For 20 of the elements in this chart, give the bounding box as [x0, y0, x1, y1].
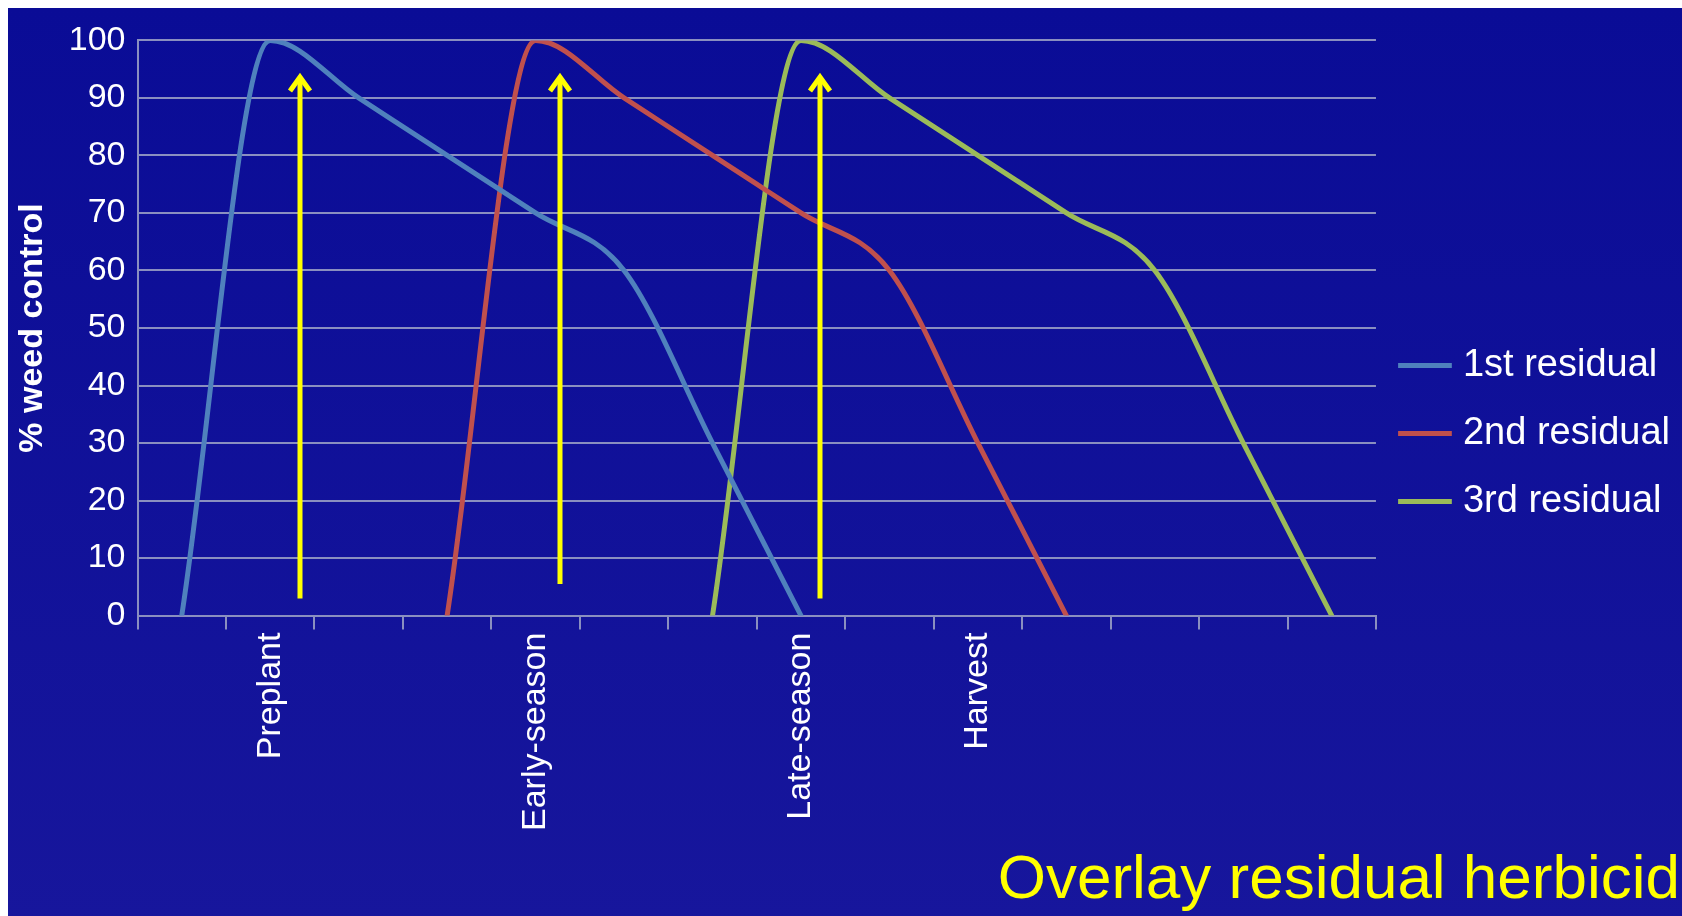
x-tick-label: Preplant	[248, 632, 287, 760]
y-tick-label: 100	[68, 18, 126, 57]
y-tick-label: 80	[87, 133, 126, 172]
y-tick-label: 70	[87, 191, 126, 230]
y-tick-label: 60	[87, 248, 126, 287]
x-tick-label: Early-season	[513, 632, 552, 831]
y-tick-label: 90	[87, 76, 126, 115]
legend-label: 3rd residual	[1462, 477, 1662, 520]
y-tick-label: 10	[87, 536, 126, 575]
legend-label: 2nd residual	[1462, 409, 1671, 452]
x-tick-label: Harvest	[956, 632, 995, 750]
text: Overlay residual herbicid	[997, 841, 1680, 912]
y-tick-label: 30	[87, 421, 126, 460]
legend-label: 1st residual	[1462, 341, 1658, 384]
y-tick-label: 40	[87, 363, 126, 402]
y-tick-label: 20	[87, 478, 126, 517]
y-tick-label: 0	[106, 593, 126, 632]
x-tick-label: Late-season	[779, 632, 818, 820]
y-axis-title: % weed control	[10, 203, 49, 453]
y-tick-label: 50	[87, 306, 126, 345]
